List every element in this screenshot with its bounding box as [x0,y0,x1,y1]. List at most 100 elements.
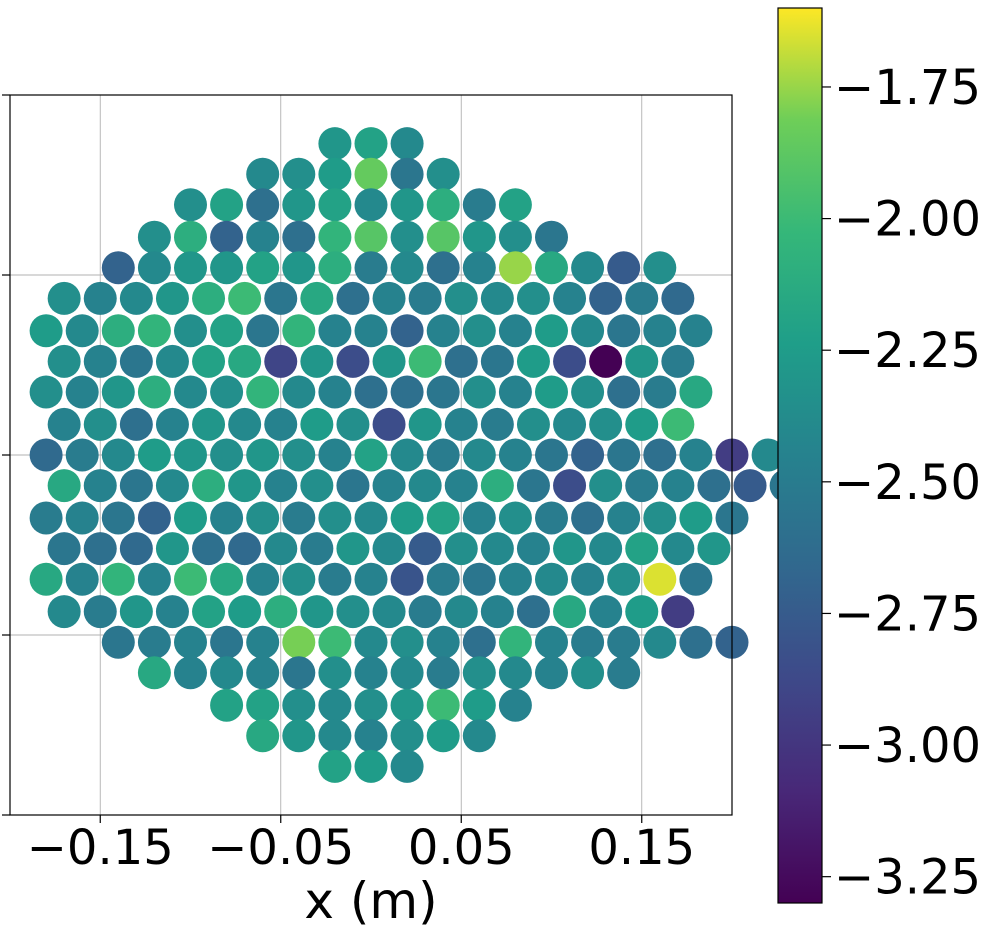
detector-marker [192,407,226,441]
detector-marker [661,532,695,566]
detector-marker [101,375,135,409]
detector-marker [462,375,496,409]
detector-marker [155,532,189,566]
detector-marker [390,749,424,783]
detector-marker [462,314,496,348]
detector-marker [137,375,171,409]
detector-marker [480,532,514,566]
detector-marker [137,562,171,596]
detector-marker [282,562,316,596]
detector-marker [318,625,352,659]
detector-marker [137,220,171,254]
detector-marker [679,438,713,472]
detector-marker [516,407,550,441]
detector-marker [426,375,460,409]
detector-marker [354,688,388,722]
detector-marker [29,501,63,535]
detector-marker [535,501,568,535]
detector-marker [210,562,244,596]
detector-marker [83,344,117,378]
detector-marker [101,562,135,596]
detector-marker [679,625,713,659]
detector-marker [246,501,280,535]
detector-marker [264,281,298,315]
detector-marker [264,407,298,441]
detector-marker [318,127,352,161]
colorbar-tick-label: −3.25 [834,850,981,906]
colorbar-tick-label: −3.00 [834,718,981,774]
detector-marker [390,719,424,753]
x-tick-label: 0.05 [408,820,515,876]
detector-marker [336,469,370,503]
detector-marker [228,407,262,441]
detector-marker [498,501,532,535]
detector-marker [498,188,532,222]
detector-marker [553,407,587,441]
detector-marker [498,220,532,254]
detector-marker [318,562,352,596]
detector-marker [535,314,568,348]
detector-marker [318,251,352,285]
detector-marker [462,688,496,722]
detector-marker [137,314,171,348]
detector-marker [174,314,207,348]
detector-marker [697,532,731,566]
detector-marker [282,438,316,472]
detector-marker [101,438,135,472]
detector-marker [535,438,568,472]
detector-marker [65,375,99,409]
detector-marker [426,719,460,753]
detector-marker [119,532,153,566]
detector-marker [246,562,280,596]
detector-marker [535,562,568,596]
detector-marker [192,469,226,503]
detector-marker [282,719,316,753]
detector-marker [643,438,677,472]
detector-marker [589,344,623,378]
detector-marker [625,532,659,566]
detector-marker [83,281,117,315]
detector-marker [246,625,280,659]
detector-marker [625,469,659,503]
colorbar-ticks: −1.75 −2.00 −2.25 −2.50 −2.75 −3.00 −3.25 [822,60,981,906]
detector-marker [607,251,641,285]
detector-marker [210,501,244,535]
detector-marker [462,625,496,659]
detector-marker [65,562,99,596]
detector-marker [498,656,532,690]
detector-marker [516,469,550,503]
detector-marker [246,656,280,690]
detector-marker [29,375,63,409]
detector-marker [47,532,81,566]
detector-marker [318,749,352,783]
detector-marker [607,438,641,472]
detector-marker [571,251,605,285]
detector-marker [137,251,171,285]
detector-marker [408,344,442,378]
detector-marker [444,407,478,441]
detector-marker [589,281,623,315]
detector-marker [65,501,99,535]
detector-marker [282,157,316,191]
x-axis-label: x (m) [304,872,437,930]
detector-marker [480,595,514,629]
detector-marker [210,375,244,409]
detector-marker [228,469,262,503]
detector-marker [408,532,442,566]
detector-marker [246,251,280,285]
detector-marker [47,407,81,441]
detector-marker [65,438,99,472]
x-tick-label: −0.15 [27,820,174,876]
detector-markers [29,127,803,783]
detector-marker [553,595,587,629]
detector-marker [480,344,514,378]
detector-marker [192,344,226,378]
detector-marker [426,188,460,222]
detector-marker [408,595,442,629]
detector-marker [29,314,63,348]
detector-marker [553,469,587,503]
detector-marker [462,656,496,690]
x-tick-labels: −0.15 −0.05 0.05 0.15 [27,820,695,876]
detector-marker [589,532,623,566]
detector-marker [733,469,767,503]
